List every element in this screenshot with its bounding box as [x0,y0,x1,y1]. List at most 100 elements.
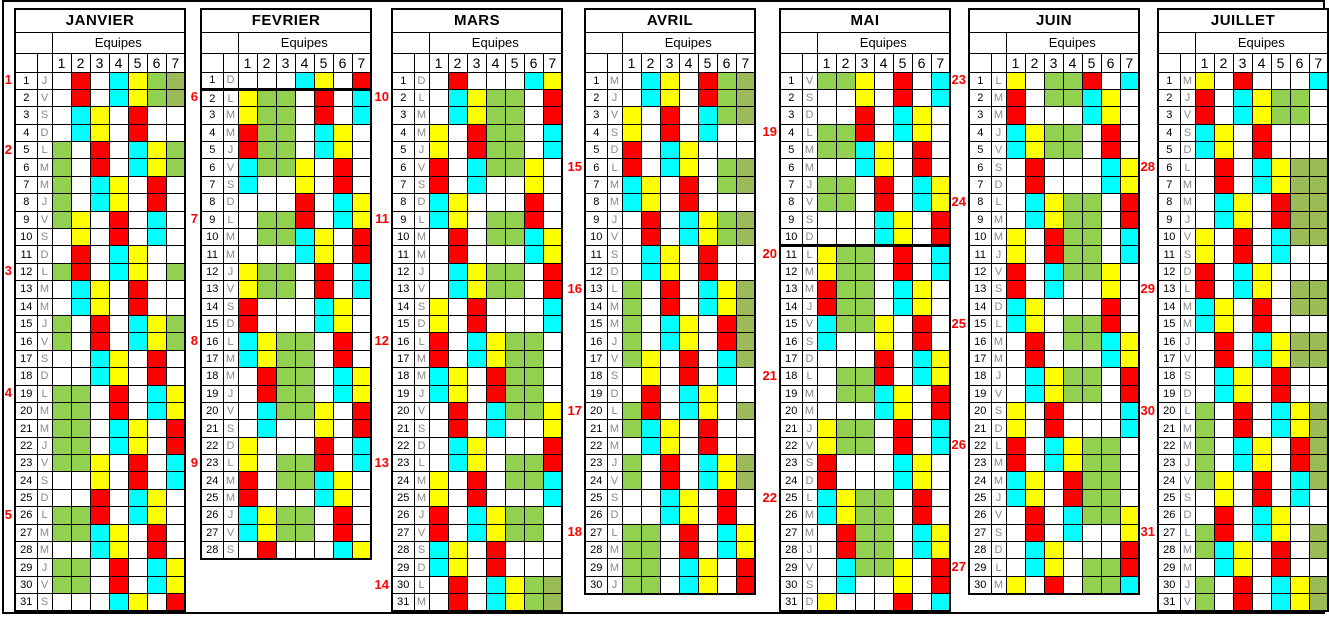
shift-cell [447,332,468,351]
shift-cell [447,436,468,456]
shift-cell [678,401,699,421]
shift-cell [51,401,72,421]
shift-cell [697,488,718,508]
shift-cell [1289,158,1310,177]
shift-cell [1289,262,1310,282]
shift-cell [1308,541,1329,560]
day-number-cell: 20 [1157,401,1181,421]
day-number-cell: 20 [584,401,608,421]
team-number-header: 1 [51,52,72,73]
shift-cell [275,228,296,247]
day-letter-cell: L [990,558,1007,577]
shift-cell [640,297,661,316]
shift-cell [854,419,875,438]
day-row: 26 D [1157,506,1329,525]
shift-cell [504,575,525,595]
day-letter-cell: S [801,210,818,230]
shift-cell [466,349,487,369]
shift-cell [911,123,932,143]
shift-cell [275,193,296,212]
shift-cell [89,71,110,90]
shift-cell [1270,575,1291,595]
shift-cell [1251,436,1272,456]
shift-cell [911,175,932,195]
day-letter-cell: D [606,262,623,282]
day-letter-cell: V [801,314,818,334]
day-letter-cell: S [990,158,1007,177]
shift-cell [892,367,913,386]
shift-cell [523,454,544,473]
shift-cell [1251,106,1272,125]
shift-cell [108,523,129,543]
shift-cell [930,401,951,421]
shift-cell [485,575,506,595]
shift-cell [621,228,642,247]
shift-cell [485,262,506,282]
day-row: 27 L [1157,523,1329,543]
team-number-header: 5 [504,52,525,73]
shift-cell [930,523,951,543]
shift-cell [659,210,680,230]
day-number-cell: 9 [391,210,415,230]
week-number: 25 [951,315,966,331]
shift-cell [108,175,129,195]
day-number-cell: 15 [1157,314,1181,334]
shift-cell [108,349,129,369]
shift-cell [428,314,449,334]
day-number-cell: 18 [968,367,992,386]
day-letter-cell: D [990,175,1007,195]
day-number-cell: 17 [1157,349,1181,369]
day-number-cell: 28 [14,541,38,560]
shift-cell [640,245,661,264]
shift-cell [1270,123,1291,143]
day-letter-cell: J [801,297,818,316]
shift-cell [1005,314,1026,334]
shift-cell [678,541,699,560]
shift-cell [1081,332,1102,351]
shift-cell [1308,332,1329,351]
shift-cell [697,384,718,403]
day-letter-cell: M [990,106,1007,125]
shift-cell [854,245,875,264]
shift-cell [146,367,167,386]
day-letter-cell: J [801,175,818,195]
day-letter-cell: M [413,593,430,612]
shift-cell [1005,488,1026,508]
shift-cell [1005,158,1026,177]
shift-cell [911,314,932,334]
shift-cell [1232,314,1253,334]
shift-cell [697,436,718,456]
shift-cell [51,436,72,456]
shift-cell [640,488,661,508]
shift-cell [678,419,699,438]
month-title: JUIN [968,8,1140,33]
day-number-cell: 19 [584,384,608,403]
shift-cell [816,593,837,612]
shift-cell [275,384,296,403]
shift-cell [873,471,894,490]
day-number-cell: 16 [200,332,224,351]
shift-cell [678,262,699,282]
shift-cell [146,210,167,230]
day-letter-cell: V [801,71,818,90]
shift-cell [523,384,544,403]
day-letter-cell: L [990,193,1007,212]
shift-cell [735,541,756,560]
shift-cell [523,367,544,386]
shift-cell [466,71,487,90]
shift-cell [621,401,642,421]
shift-cell [1270,506,1291,525]
shift-cell [428,384,449,403]
shift-cell [930,262,951,282]
shift-cell [854,436,875,456]
shift-cell [1270,314,1291,334]
shift-cell [1062,575,1083,595]
shift-cell [835,228,856,248]
day-letter-cell: D [222,193,239,212]
shift-cell [447,314,468,334]
shift-cell [542,488,563,508]
